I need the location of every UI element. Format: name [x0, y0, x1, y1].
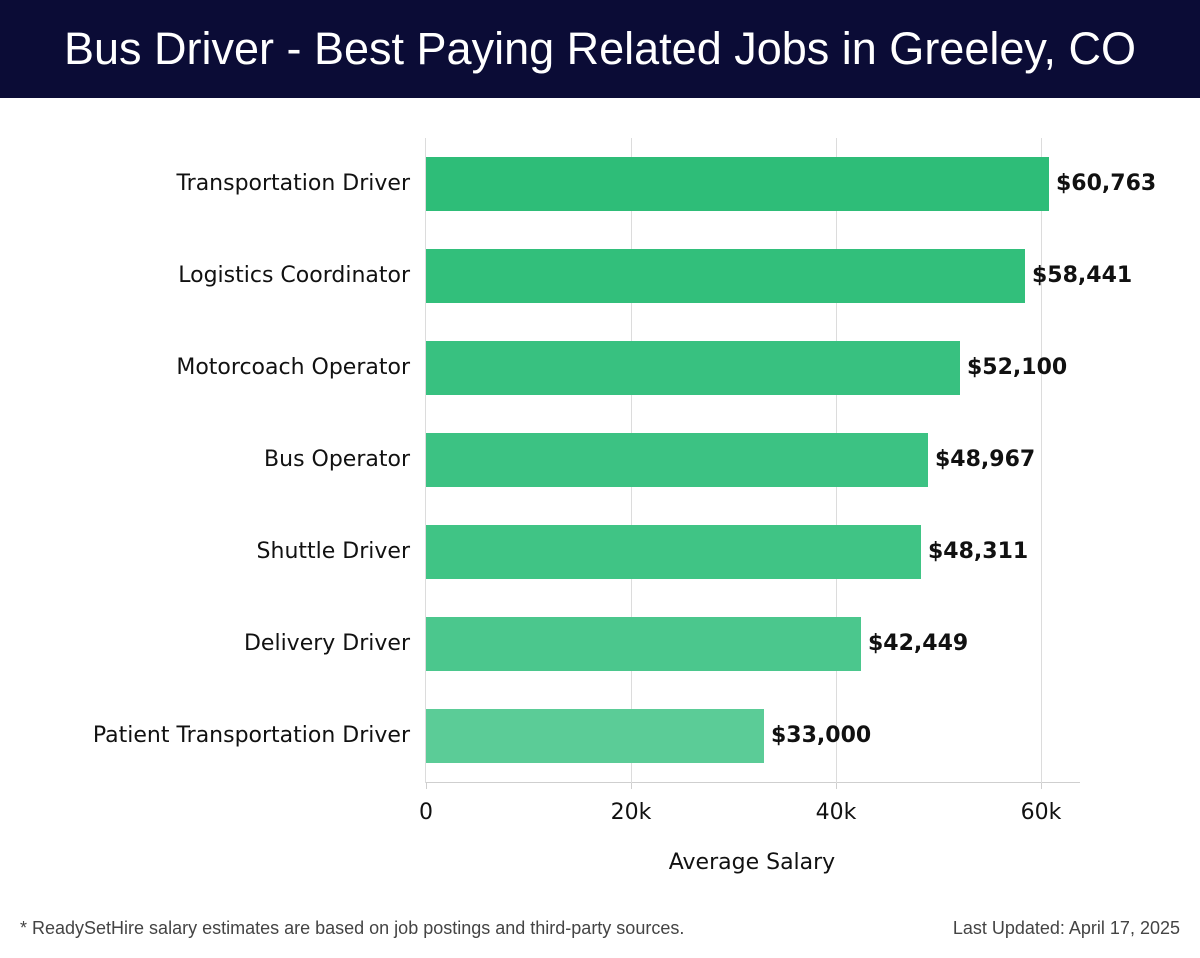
last-updated: Last Updated: April 17, 2025 [952, 918, 1180, 938]
value-label: $42,449 [868, 631, 969, 656]
category-label: Transportation Driver [176, 171, 410, 196]
chart-header: Bus Driver - Best Paying Related Jobs in… [0, 0, 1200, 98]
category-label: Motorcoach Operator [176, 355, 410, 380]
x-tick-label: 20k [610, 800, 652, 825]
x-tick-label: 60k [1020, 800, 1062, 825]
category-label: Logistics Coordinator [178, 263, 410, 288]
bar [426, 433, 928, 487]
value-label: $52,100 [967, 355, 1068, 380]
chart-title: Bus Driver - Best Paying Related Jobs in… [63, 23, 1137, 74]
x-tick-label: 40k [815, 800, 857, 825]
value-label: $48,311 [928, 539, 1029, 564]
x-tick [631, 783, 632, 789]
bar [426, 617, 861, 671]
category-label: Patient Transportation Driver [92, 723, 410, 748]
bar [426, 709, 764, 763]
category-label: Delivery Driver [243, 631, 410, 656]
gridline [1041, 138, 1042, 783]
category-label: Bus Operator [264, 447, 410, 472]
value-label: $33,000 [771, 723, 872, 748]
bar [426, 341, 960, 395]
x-tick [836, 783, 837, 789]
bar [426, 157, 1049, 211]
bar [426, 249, 1025, 303]
y-axis-line [425, 138, 426, 783]
x-axis-line [426, 782, 1080, 783]
footnote: * ReadySetHire salary estimates are base… [20, 918, 685, 938]
x-tick [426, 783, 427, 789]
category-label: Shuttle Driver [256, 539, 410, 564]
value-label: $58,441 [1032, 263, 1133, 288]
value-label: $48,967 [935, 447, 1036, 472]
bar [426, 525, 921, 579]
x-tick [1041, 783, 1042, 789]
x-axis-label: Average Salary [668, 850, 836, 875]
value-label: $60,763 [1056, 171, 1157, 196]
x-tick-label: 0 [419, 800, 433, 825]
